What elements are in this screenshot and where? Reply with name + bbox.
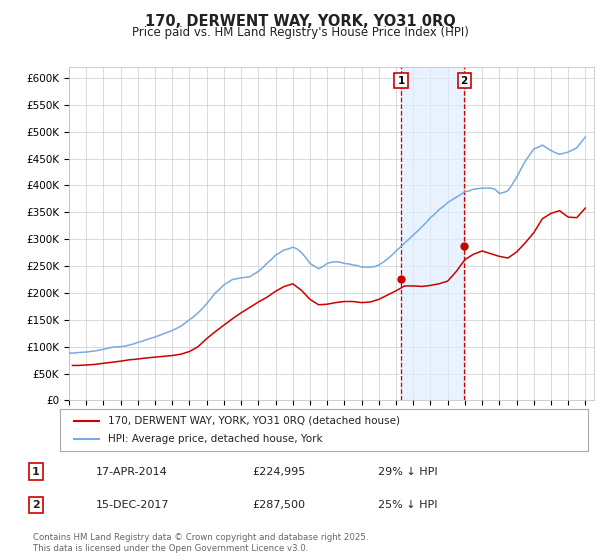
Text: Price paid vs. HM Land Registry's House Price Index (HPI): Price paid vs. HM Land Registry's House …: [131, 26, 469, 39]
Text: 15-DEC-2017: 15-DEC-2017: [96, 500, 170, 510]
Text: HPI: Average price, detached house, York: HPI: Average price, detached house, York: [107, 434, 322, 444]
Text: 29% ↓ HPI: 29% ↓ HPI: [378, 466, 437, 477]
Text: 1: 1: [397, 76, 404, 86]
Text: 2: 2: [461, 76, 468, 86]
Bar: [401, 67, 464, 400]
Text: 1: 1: [32, 466, 40, 477]
Text: £224,995: £224,995: [252, 466, 305, 477]
Text: £287,500: £287,500: [252, 500, 305, 510]
Text: 2: 2: [32, 500, 40, 510]
Text: 170, DERWENT WAY, YORK, YO31 0RQ: 170, DERWENT WAY, YORK, YO31 0RQ: [145, 14, 455, 29]
Text: 170, DERWENT WAY, YORK, YO31 0RQ (detached house): 170, DERWENT WAY, YORK, YO31 0RQ (detach…: [107, 416, 400, 426]
Text: 17-APR-2014: 17-APR-2014: [96, 466, 168, 477]
Text: This data is licensed under the Open Government Licence v3.0.: This data is licensed under the Open Gov…: [33, 544, 308, 553]
Text: 25% ↓ HPI: 25% ↓ HPI: [378, 500, 437, 510]
Text: Contains HM Land Registry data © Crown copyright and database right 2025.: Contains HM Land Registry data © Crown c…: [33, 533, 368, 542]
